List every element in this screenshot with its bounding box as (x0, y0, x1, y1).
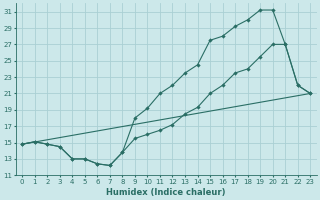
X-axis label: Humidex (Indice chaleur): Humidex (Indice chaleur) (107, 188, 226, 197)
